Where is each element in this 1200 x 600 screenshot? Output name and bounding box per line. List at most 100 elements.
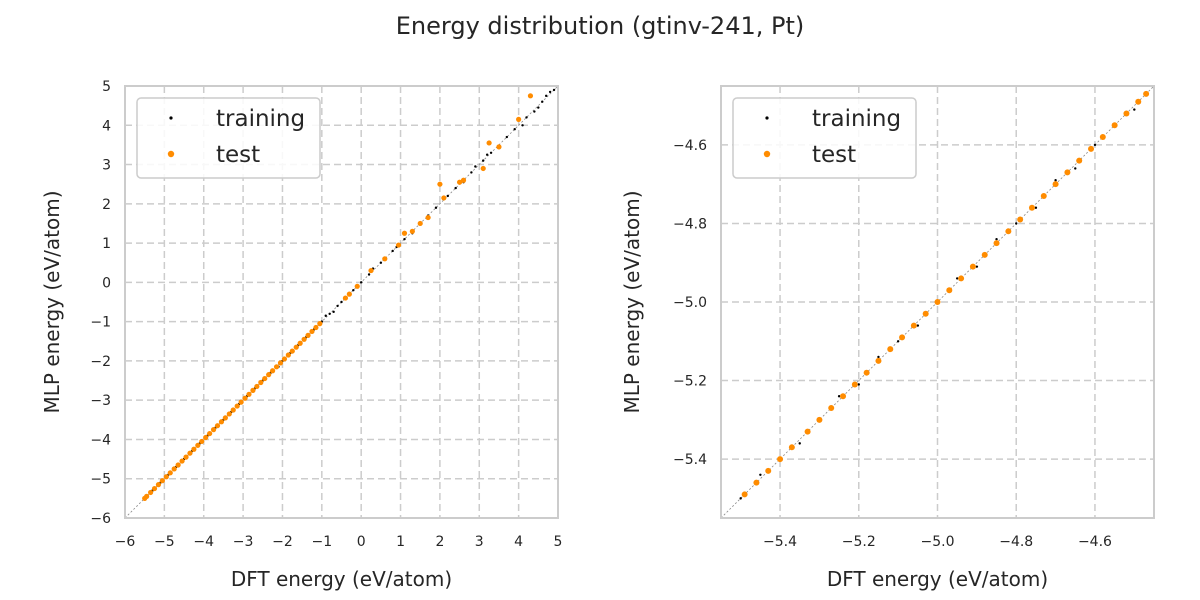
x-tick-label: −4	[193, 534, 214, 550]
x-tick-label: −1	[311, 534, 332, 550]
point-test	[218, 419, 225, 425]
point-test	[851, 381, 858, 388]
scatter-panel-zoomed: −5.4 −5.2 −5.0 −4.8 −4.6 −5.4 −5.2 −5.0 −4.8 −4.6…	[620, 85, 1155, 591]
point-training	[474, 165, 477, 168]
point-training	[1015, 222, 1018, 225]
point-training	[975, 265, 979, 268]
point-test	[254, 383, 260, 390]
point-test	[456, 179, 463, 185]
x-tick-label: 3	[475, 534, 484, 550]
point-training	[391, 249, 394, 253]
legend: training test	[732, 97, 917, 179]
point-test	[285, 352, 291, 358]
point-test	[214, 423, 221, 429]
point-training	[521, 124, 524, 127]
point-test	[266, 372, 272, 378]
series-test	[741, 90, 1150, 498]
point-test	[765, 467, 772, 474]
point-test	[293, 344, 299, 350]
point-training	[896, 340, 900, 343]
y-tick-label: 4	[102, 118, 111, 134]
point-test	[496, 144, 502, 150]
point-training	[955, 277, 959, 280]
point-test	[313, 324, 319, 331]
point-test	[226, 411, 232, 417]
point-training	[548, 90, 552, 94]
y-tick-label: −5	[90, 472, 111, 488]
point-training	[379, 261, 383, 264]
point-test	[246, 391, 252, 397]
point-test	[191, 446, 197, 452]
point-training	[403, 237, 406, 241]
y-tick-label: −5.4	[673, 452, 707, 468]
point-test	[195, 442, 201, 448]
point-test	[480, 165, 486, 172]
point-test	[270, 368, 276, 374]
legend-box	[136, 97, 321, 179]
y-tick-label: −4	[90, 432, 111, 448]
point-test	[183, 454, 189, 460]
x-tick-label: −2	[272, 534, 293, 550]
plot-frame	[124, 85, 559, 519]
x-tick-label: −6	[115, 534, 136, 550]
point-test	[277, 360, 284, 366]
point-test	[238, 399, 244, 405]
point-training	[857, 383, 860, 386]
point-test	[969, 263, 976, 270]
point-test	[840, 393, 847, 400]
point-test	[273, 364, 280, 370]
x-tick-label: −4.6	[1078, 534, 1112, 550]
point-training	[454, 186, 457, 190]
data-points	[142, 88, 556, 501]
point-test	[441, 195, 447, 201]
x-tick-label: 4	[514, 534, 523, 550]
point-test	[258, 379, 264, 386]
point-test	[144, 493, 150, 499]
point-test	[309, 328, 315, 335]
point-test	[981, 251, 988, 258]
scatter-panel-full-range: −6 −5 −4 −3 −2 −1 0 1 2 3 4 5 −6 −5 −4 −3 −2 −1 0 1 2 3 4 5 DFT …	[40, 79, 562, 591]
point-test	[1123, 110, 1130, 117]
x-tick-label: −5.0	[921, 534, 955, 550]
y-tick-label: −2	[90, 354, 111, 370]
point-test	[342, 295, 349, 301]
y-tick-label: −4.8	[673, 216, 707, 232]
point-test	[175, 462, 181, 468]
point-test	[305, 332, 311, 338]
point-test	[527, 93, 534, 99]
point-test	[159, 478, 165, 484]
point-test	[437, 181, 443, 187]
x-tick-label: 1	[396, 534, 405, 550]
point-test	[354, 283, 360, 289]
point-training	[525, 116, 528, 119]
point-training	[336, 304, 339, 308]
point-training	[552, 88, 556, 92]
point-test	[460, 177, 467, 183]
point-test	[1040, 192, 1047, 199]
x-tick-label: −3	[233, 534, 254, 550]
point-test	[1017, 216, 1024, 223]
legend-label-training: training	[216, 106, 305, 132]
y-tick-label: 5	[102, 79, 111, 95]
point-test	[187, 450, 193, 456]
point-training	[544, 94, 548, 98]
x-tick-label: −5.2	[842, 534, 876, 550]
point-training	[739, 497, 742, 500]
point-test	[207, 430, 213, 437]
point-test	[741, 491, 748, 498]
point-training	[482, 159, 485, 162]
point-test	[1088, 145, 1095, 152]
point-test	[1099, 134, 1106, 141]
point-test	[382, 256, 388, 262]
point-test	[210, 427, 217, 433]
y-tick-label: 1	[102, 236, 111, 252]
point-test	[863, 369, 870, 376]
y-tick-label: −1	[90, 315, 111, 331]
point-training	[340, 300, 343, 304]
point-training	[434, 206, 438, 209]
point-test	[816, 416, 823, 423]
point-training	[332, 310, 335, 314]
legend-marker-test	[763, 150, 771, 158]
point-training	[489, 151, 493, 154]
